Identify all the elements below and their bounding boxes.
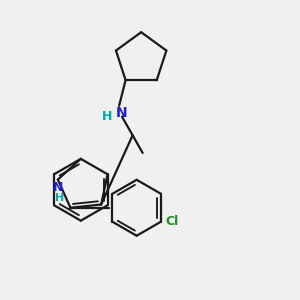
Text: N: N [116, 106, 127, 120]
Text: Cl: Cl [165, 215, 178, 228]
Text: H: H [101, 110, 112, 123]
Text: N: N [52, 181, 63, 194]
Text: H: H [55, 193, 64, 203]
